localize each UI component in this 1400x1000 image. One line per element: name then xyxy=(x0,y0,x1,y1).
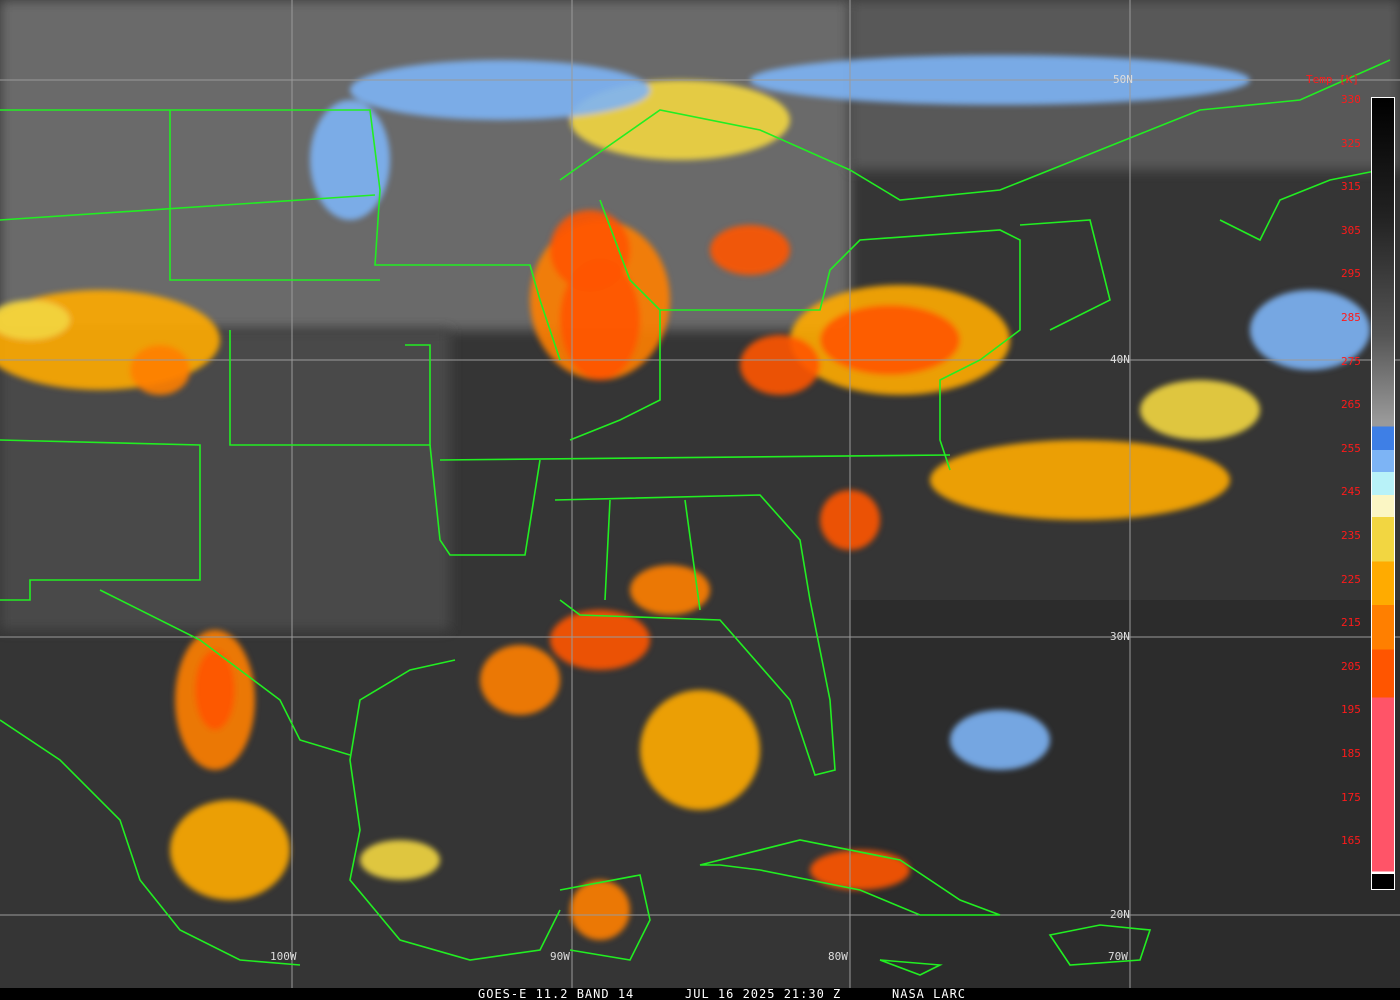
longitude-label: 70W xyxy=(1108,950,1128,963)
cloud-region xyxy=(740,335,820,395)
latitude-label: 40N xyxy=(1110,353,1130,366)
temperature-colorbar xyxy=(1371,97,1395,890)
cloud-region xyxy=(630,565,710,615)
latitude-label: 50N xyxy=(1113,73,1133,86)
colorbar-tick: 185 xyxy=(1341,747,1361,760)
colorbar-tick: 305 xyxy=(1341,223,1361,237)
cloud-region xyxy=(810,850,910,890)
cloud-region xyxy=(550,210,630,290)
cloud-region xyxy=(550,610,650,670)
colorbar-title: Temp [K] xyxy=(1306,73,1359,86)
colorbar-tick: 165 xyxy=(1341,834,1361,848)
footer-bar: GOES-E 11.2 BAND 14 JUL 16 2025 21:30 Z … xyxy=(0,987,1400,1000)
colorbar-tick: 245 xyxy=(1341,485,1361,499)
cloud-region xyxy=(710,225,790,275)
cloud-region xyxy=(130,345,190,395)
credit-label: NASA LARC xyxy=(892,987,967,1000)
colorbar-tick: 275 xyxy=(1341,354,1361,368)
colorbar-tick: 315 xyxy=(1341,180,1361,194)
cloud-tops xyxy=(0,55,1370,940)
colorbar-tick: 225 xyxy=(1341,572,1361,586)
state-country-borders xyxy=(0,59,1391,976)
latitude-label: 20N xyxy=(1110,908,1130,921)
colorbar-tick: 330 xyxy=(1341,93,1361,106)
colorbar-tick: 235 xyxy=(1341,529,1361,542)
cloud-region xyxy=(560,260,640,380)
cloud-region xyxy=(1140,380,1260,440)
product-label: GOES-E 11.2 BAND 14 xyxy=(478,987,635,1000)
cloud-region xyxy=(480,645,560,715)
colorbar-tick: 195 xyxy=(1341,703,1361,717)
cloud-region xyxy=(350,60,650,120)
colorbar-tick: 265 xyxy=(1341,398,1361,412)
datetime-label: JUL 16 2025 21:30 Z xyxy=(685,987,842,1000)
longitude-label: 90W xyxy=(550,950,570,963)
cloud-region xyxy=(0,300,70,340)
cloud-region xyxy=(170,800,290,900)
cloud-region xyxy=(930,440,1230,520)
longitude-label: 80W xyxy=(828,950,848,963)
cloud-region xyxy=(950,710,1050,770)
cloud-region xyxy=(310,100,390,220)
colorbar-tick: 215 xyxy=(1341,616,1361,630)
cloud-region xyxy=(1250,290,1370,370)
colorbar-tick: 175 xyxy=(1341,790,1361,804)
latitude-label: 30N xyxy=(1110,630,1130,643)
cloud-region xyxy=(640,690,760,810)
longitude-label: 100W xyxy=(270,950,297,963)
colorbar-tick: 295 xyxy=(1341,267,1361,281)
cloud-region xyxy=(360,840,440,880)
colorbar-tick: 205 xyxy=(1341,659,1361,673)
cloud-region xyxy=(195,650,235,730)
colorbar-tick: 255 xyxy=(1341,441,1361,455)
colorbar-tick: 285 xyxy=(1341,311,1361,324)
cloud-region xyxy=(820,305,960,375)
cloud-region xyxy=(570,880,630,940)
colorbar-tick: 325 xyxy=(1341,136,1361,150)
